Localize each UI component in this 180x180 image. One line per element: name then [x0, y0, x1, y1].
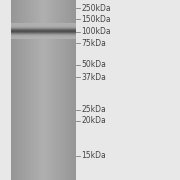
Text: 50kDa: 50kDa: [81, 60, 106, 69]
Text: 37kDa: 37kDa: [81, 73, 106, 82]
Text: 25kDa: 25kDa: [81, 105, 106, 114]
Text: 15kDa: 15kDa: [81, 151, 106, 160]
Text: 75kDa: 75kDa: [81, 39, 106, 48]
Text: 100kDa: 100kDa: [81, 27, 111, 36]
Text: 150kDa: 150kDa: [81, 15, 111, 24]
Text: 20kDa: 20kDa: [81, 116, 106, 125]
Text: 250kDa: 250kDa: [81, 4, 111, 13]
Bar: [11, 0, 76, 180]
